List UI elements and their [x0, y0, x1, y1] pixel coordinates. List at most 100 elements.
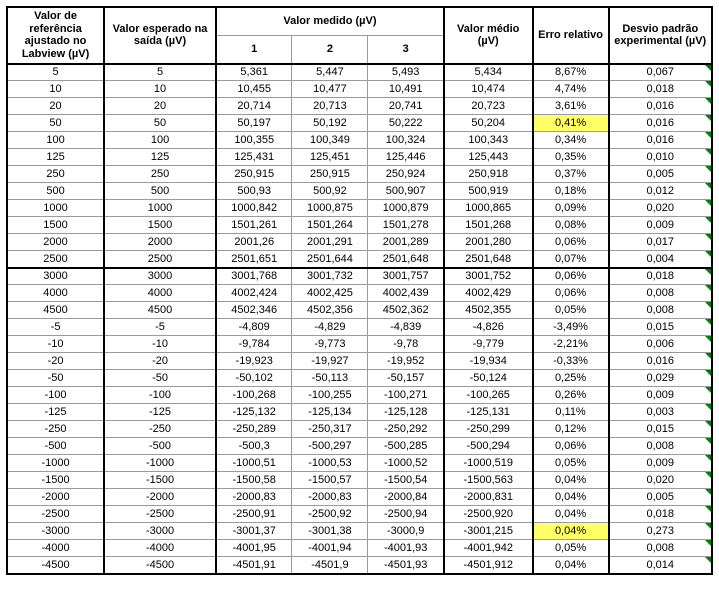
table-row: 100100100,355100,349100,324100,3430,34%0…	[7, 132, 712, 149]
cell-m2: -50,113	[292, 370, 368, 387]
cell-m1: 250,915	[216, 166, 292, 183]
table-row: 400040004002,4244002,4254002,4394002,429…	[7, 285, 712, 302]
cell-m1: -250,289	[216, 421, 292, 438]
cell-m1: -9,784	[216, 336, 292, 353]
cell-m1: -500,3	[216, 438, 292, 455]
cell-m3: -50,157	[368, 370, 444, 387]
cell-esp: -20	[104, 353, 216, 370]
cell-erro: 0,05%	[533, 540, 609, 557]
cell-esp: 20	[104, 98, 216, 115]
cell-erro: 0,06%	[533, 285, 609, 302]
cell-m3: 250,924	[368, 166, 444, 183]
table-row: -125-125-125,132-125,134-125,128-125,131…	[7, 404, 712, 421]
cell-erro: 4,74%	[533, 81, 609, 98]
cell-ref: -20	[7, 353, 104, 370]
cell-medio: -2000,831	[444, 489, 533, 506]
cell-m1: 3001,768	[216, 268, 292, 285]
cell-medio: 4502,355	[444, 302, 533, 319]
cell-erro: 8,67%	[533, 64, 609, 81]
table-row: -1000-1000-1000,51-1000,53-1000,52-1000,…	[7, 455, 712, 472]
cell-dp: 0,273	[609, 523, 712, 540]
cell-m2: 1501,264	[292, 217, 368, 234]
cell-m3: 4502,362	[368, 302, 444, 319]
cell-m2: -4,829	[292, 319, 368, 336]
cell-medio: 125,443	[444, 149, 533, 166]
cell-medio: -19,934	[444, 353, 533, 370]
cell-esp: -2500	[104, 506, 216, 523]
cell-dp: 0,016	[609, 98, 712, 115]
cell-m3: 10,491	[368, 81, 444, 98]
table-row: 250025002501,6512501,6442501,6482501,648…	[7, 251, 712, 268]
cell-dp: 0,020	[609, 472, 712, 489]
cell-esp: 2000	[104, 234, 216, 251]
cell-medio: -1000,519	[444, 455, 533, 472]
cell-m2: 4502,356	[292, 302, 368, 319]
cell-esp: -3000	[104, 523, 216, 540]
cell-m3: -19,952	[368, 353, 444, 370]
cell-esp: -250	[104, 421, 216, 438]
table-row: -2000-2000-2000,83-2000,83-2000,84-2000,…	[7, 489, 712, 506]
table-row: 202020,71420,71320,74120,7233,61%0,016	[7, 98, 712, 115]
cell-m1: 1501,261	[216, 217, 292, 234]
cell-esp: -4500	[104, 557, 216, 574]
cell-medio: 10,474	[444, 81, 533, 98]
cell-m3: -1500,54	[368, 472, 444, 489]
cell-erro: 0,04%	[533, 557, 609, 574]
cell-esp: 10	[104, 81, 216, 98]
cell-dp: 0,008	[609, 540, 712, 557]
cell-medio: 2001,280	[444, 234, 533, 251]
cell-dp: 0,067	[609, 64, 712, 81]
cell-m3: 2001,289	[368, 234, 444, 251]
cell-m2: 2001,291	[292, 234, 368, 251]
cell-m3: 125,446	[368, 149, 444, 166]
cell-erro: 0,08%	[533, 217, 609, 234]
cell-m3: -125,128	[368, 404, 444, 421]
cell-erro: 0,09%	[533, 200, 609, 217]
table-row: -50-50-50,102-50,113-50,157-50,1240,25%0…	[7, 370, 712, 387]
cell-medio: 2501,648	[444, 251, 533, 268]
cell-ref: -2000	[7, 489, 104, 506]
cell-m3: -250,292	[368, 421, 444, 438]
cell-m2: 2501,644	[292, 251, 368, 268]
cell-medio: -9,779	[444, 336, 533, 353]
cell-esp: -125	[104, 404, 216, 421]
cell-erro: -0,33%	[533, 353, 609, 370]
cell-m1: 2001,26	[216, 234, 292, 251]
table-row: -1500-1500-1500,58-1500,57-1500,54-1500,…	[7, 472, 712, 489]
cell-esp: 3000	[104, 268, 216, 285]
cell-erro: 0,35%	[533, 149, 609, 166]
cell-ref: -250	[7, 421, 104, 438]
cell-m1: 20,714	[216, 98, 292, 115]
cell-ref: -5	[7, 319, 104, 336]
cell-m2: 100,349	[292, 132, 368, 149]
cell-m3: 3001,757	[368, 268, 444, 285]
cell-erro: 0,06%	[533, 268, 609, 285]
table-row: -100-100-100,268-100,255-100,271-100,265…	[7, 387, 712, 404]
cell-medio: 250,918	[444, 166, 533, 183]
cell-esp: 125	[104, 149, 216, 166]
table-row: 100010001000,8421000,8751000,8791000,865…	[7, 200, 712, 217]
cell-erro: 0,12%	[533, 421, 609, 438]
cell-dp: 0,029	[609, 370, 712, 387]
cell-dp: 0,016	[609, 353, 712, 370]
cell-m3: 500,907	[368, 183, 444, 200]
cell-dp: 0,015	[609, 319, 712, 336]
cell-medio: -4001,942	[444, 540, 533, 557]
col-m1: 1	[216, 35, 292, 63]
cell-m2: 1000,875	[292, 200, 368, 217]
table-row: -20-20-19,923-19,927-19,952-19,934-0,33%…	[7, 353, 712, 370]
cell-erro: 0,06%	[533, 234, 609, 251]
cell-m1: 1000,842	[216, 200, 292, 217]
measurement-table: Valor de referência ajustado no Labview …	[6, 6, 713, 575]
table-row: 300030003001,7683001,7323001,7573001,752…	[7, 268, 712, 285]
cell-esp: 4500	[104, 302, 216, 319]
cell-m1: 4002,424	[216, 285, 292, 302]
table-row: 505050,19750,19250,22250,2040,41%0,016	[7, 115, 712, 132]
cell-dp: 0,018	[609, 506, 712, 523]
cell-medio: -3001,215	[444, 523, 533, 540]
cell-dp: 0,016	[609, 115, 712, 132]
cell-ref: -125	[7, 404, 104, 421]
cell-m2: 5,447	[292, 64, 368, 81]
cell-m3: 2501,648	[368, 251, 444, 268]
cell-m3: 4002,439	[368, 285, 444, 302]
